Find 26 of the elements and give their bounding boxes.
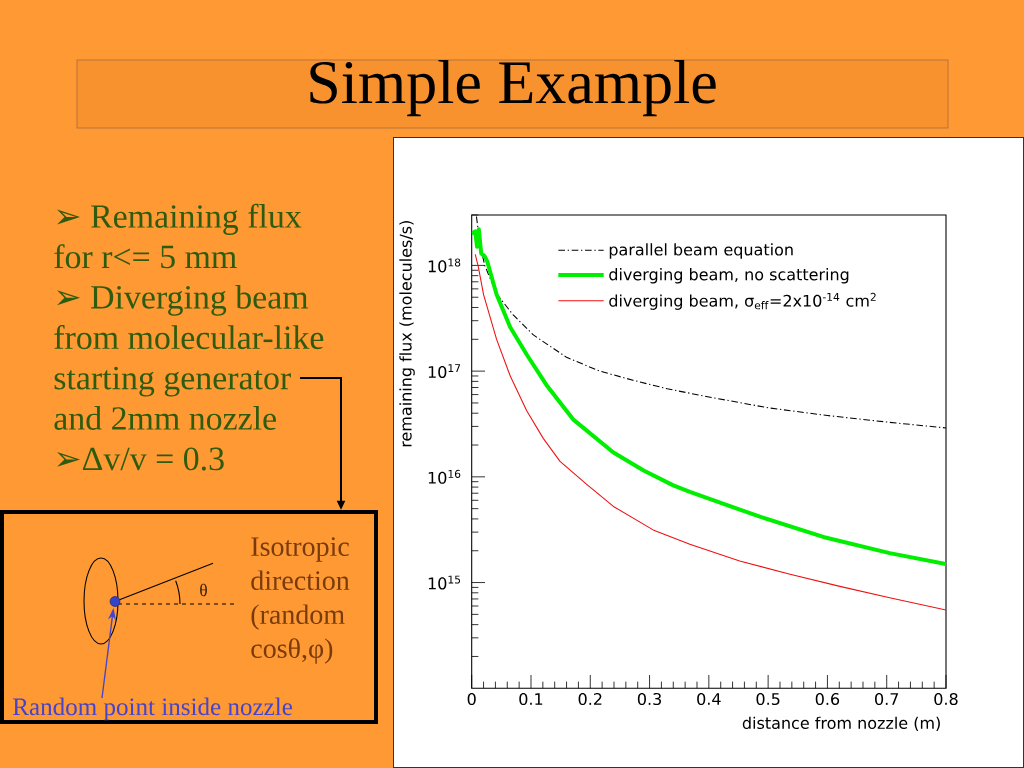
x-tick-label: 0.2 bbox=[578, 692, 602, 706]
legend-label: diverging beam, no scattering bbox=[609, 268, 849, 284]
x-tick-label: 0.6 bbox=[815, 692, 840, 706]
text: ➢ Diverging beam from molecular-like starting generator and 2mm nozzle bbox=[54, 284, 324, 430]
chart-title: Simple Example bbox=[310, 59, 716, 117]
text: ➢ Remaining flux for r<= 5 mm bbox=[54, 203, 302, 269]
x-tick-label: 0.3 bbox=[637, 692, 661, 706]
x-tick-label: 0.1 bbox=[519, 692, 543, 706]
x-tick-label: 0.7 bbox=[875, 692, 899, 706]
legend-label: diverging beam, σ$_{eff}$=2x10$^{-14}$ cm$^{2}$ bbox=[609, 292, 876, 310]
y-tick-label: 10$^{17}$ bbox=[428, 364, 461, 379]
y-axis-title: remaining flux (molecules/s) bbox=[399, 221, 415, 447]
x-tick-label: 0.8 bbox=[934, 692, 958, 706]
x-tick-label: 0.5 bbox=[756, 692, 780, 706]
x-tick-label: 0 bbox=[467, 692, 476, 706]
y-tick-label: 10$^{15}$ bbox=[428, 575, 461, 590]
legend-label: parallel beam equation bbox=[609, 243, 793, 259]
y-tick-label: 10$^{18}$ bbox=[428, 258, 461, 273]
line-series bbox=[471, 227, 946, 566]
text: Random point inside nozzle bbox=[13, 697, 292, 721]
y-tick-label: 10$^{16}$ bbox=[428, 469, 461, 484]
text: ➢Δv/v = 0.3 bbox=[57, 447, 224, 471]
x-tick-label: 0.4 bbox=[697, 692, 721, 706]
text: Isotropic direction (random cosθ,φ) bbox=[251, 537, 350, 664]
x-axis-title: distance from nozzle (m) bbox=[742, 716, 940, 731]
text: θ bbox=[200, 583, 207, 597]
